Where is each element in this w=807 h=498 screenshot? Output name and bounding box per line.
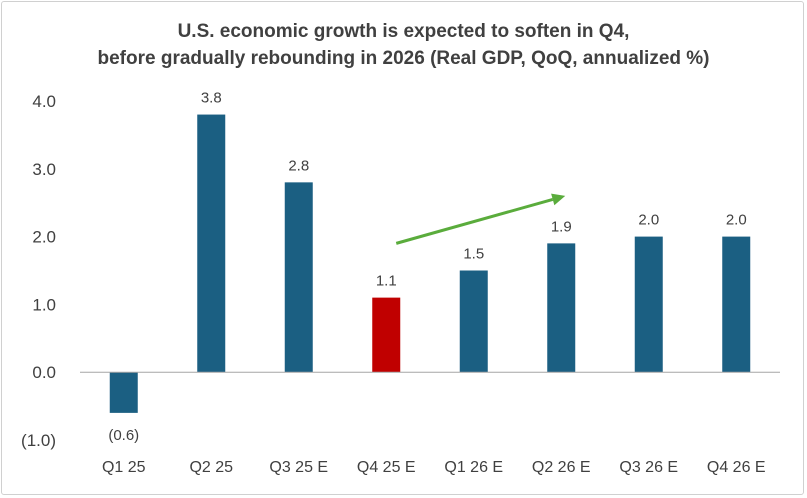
data-label: 2.8 bbox=[288, 157, 309, 174]
x-tick-label: Q1 25 bbox=[102, 459, 146, 476]
trend-arrow-shaft bbox=[395, 197, 554, 245]
y-axis: 4.0 3.0 2.0 1.0 0.0 (1.0) bbox=[21, 92, 56, 450]
data-label: 1.1 bbox=[376, 273, 397, 290]
bar-q2-26-e bbox=[547, 243, 576, 373]
x-axis: Q1 25 Q2 25 Q3 25 E Q4 25 E Q1 26 E Q2 26 E Q3… bbox=[102, 459, 766, 476]
trend-arrow-head bbox=[551, 193, 566, 206]
data-label: 3.8 bbox=[201, 90, 222, 107]
x-tick-label: Q1 26 E bbox=[444, 459, 503, 476]
bar-q4-25-e bbox=[372, 297, 401, 373]
x-tick-label: Q3 26 E bbox=[619, 459, 678, 476]
y-tick-label: 0.0 bbox=[32, 363, 56, 382]
x-tick-label: Q2 26 E bbox=[532, 459, 591, 476]
x-tick-label: Q4 25 E bbox=[357, 459, 416, 476]
y-tick-label: (1.0) bbox=[21, 431, 56, 450]
data-label: 2.0 bbox=[726, 212, 747, 229]
data-labels: (0.6) 3.8 2.8 1.1 1.5 1.9 2.0 2.0 bbox=[108, 90, 746, 444]
bar-q1-25 bbox=[109, 372, 138, 413]
x-tick-label: Q4 26 E bbox=[707, 459, 766, 476]
bar-q3-25-e bbox=[284, 182, 313, 373]
x-tick-label: Q2 25 bbox=[189, 459, 233, 476]
chart-title-line-2: before gradually rebounding in 2026 (Rea… bbox=[97, 48, 710, 69]
bar-q3-26-e bbox=[634, 236, 663, 373]
chart-title-line-1: U.S. economic growth is expected to soft… bbox=[177, 21, 630, 42]
data-label: 1.5 bbox=[463, 246, 484, 263]
chart-title: U.S. economic growth is expected to soft… bbox=[0, 18, 807, 72]
y-tick-label: 2.0 bbox=[32, 228, 56, 247]
y-tick-label: 4.0 bbox=[32, 92, 56, 111]
y-tick-label: 1.0 bbox=[32, 295, 56, 314]
data-label: 2.0 bbox=[638, 212, 659, 229]
bar-q1-26-e bbox=[459, 270, 488, 373]
data-label: 1.9 bbox=[551, 218, 572, 235]
data-label: (0.6) bbox=[108, 427, 139, 444]
trend-annotation bbox=[395, 193, 566, 245]
bar-q2-25 bbox=[197, 114, 226, 373]
y-tick-label: 3.0 bbox=[32, 160, 56, 179]
bar-q4-26-e bbox=[722, 236, 751, 373]
x-tick-label: Q3 25 E bbox=[269, 459, 328, 476]
bars bbox=[109, 114, 751, 413]
